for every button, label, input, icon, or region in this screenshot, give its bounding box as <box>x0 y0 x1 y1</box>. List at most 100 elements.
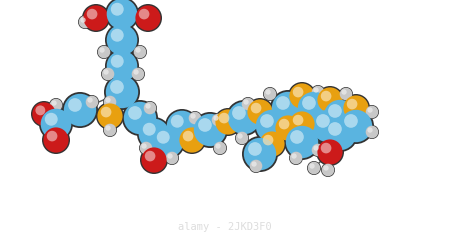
Circle shape <box>214 108 242 136</box>
Circle shape <box>139 9 149 19</box>
Circle shape <box>62 92 98 128</box>
Circle shape <box>250 160 262 172</box>
Circle shape <box>241 97 255 111</box>
Text: alamy - 2JKD3F0: alamy - 2JKD3F0 <box>178 222 272 232</box>
Circle shape <box>105 0 139 31</box>
Circle shape <box>111 29 124 42</box>
Circle shape <box>272 92 304 124</box>
Circle shape <box>322 164 334 176</box>
Circle shape <box>256 110 288 142</box>
Circle shape <box>288 110 316 138</box>
Circle shape <box>298 92 330 124</box>
Circle shape <box>313 145 319 151</box>
Circle shape <box>64 94 96 126</box>
Circle shape <box>103 95 117 109</box>
Circle shape <box>339 87 353 101</box>
Circle shape <box>171 115 184 128</box>
Circle shape <box>259 132 284 156</box>
Circle shape <box>219 113 230 123</box>
Circle shape <box>264 88 276 100</box>
Circle shape <box>328 122 342 136</box>
Circle shape <box>289 111 315 137</box>
Circle shape <box>251 103 261 113</box>
Circle shape <box>274 114 302 142</box>
Circle shape <box>105 23 139 57</box>
Circle shape <box>140 142 152 154</box>
Circle shape <box>153 127 183 157</box>
Circle shape <box>141 147 166 173</box>
Circle shape <box>288 82 316 110</box>
Circle shape <box>49 98 63 112</box>
Circle shape <box>110 80 124 94</box>
Circle shape <box>78 15 92 29</box>
Circle shape <box>292 153 297 159</box>
Circle shape <box>183 131 194 141</box>
Circle shape <box>32 102 56 126</box>
Circle shape <box>144 102 156 114</box>
Circle shape <box>85 95 99 109</box>
Circle shape <box>31 101 57 127</box>
Circle shape <box>324 118 356 150</box>
Circle shape <box>51 100 57 106</box>
Circle shape <box>293 87 303 97</box>
Circle shape <box>42 126 70 154</box>
Circle shape <box>252 161 256 167</box>
Circle shape <box>79 16 91 28</box>
Circle shape <box>249 159 263 173</box>
Circle shape <box>133 45 147 59</box>
Circle shape <box>151 125 185 159</box>
Circle shape <box>103 123 117 137</box>
Circle shape <box>296 90 332 126</box>
Circle shape <box>316 86 344 114</box>
Circle shape <box>289 151 303 165</box>
Circle shape <box>139 141 153 155</box>
Circle shape <box>275 115 301 141</box>
Circle shape <box>260 114 274 128</box>
Circle shape <box>242 98 254 110</box>
Circle shape <box>198 118 212 132</box>
Circle shape <box>226 100 262 136</box>
Circle shape <box>188 111 202 125</box>
Circle shape <box>128 106 142 120</box>
Circle shape <box>178 126 206 154</box>
Circle shape <box>139 119 169 149</box>
Circle shape <box>365 125 379 139</box>
Circle shape <box>254 108 290 144</box>
Circle shape <box>321 143 331 153</box>
Circle shape <box>366 126 378 138</box>
Circle shape <box>141 143 147 149</box>
Circle shape <box>232 106 246 120</box>
Circle shape <box>307 161 321 175</box>
Circle shape <box>107 0 137 29</box>
Circle shape <box>50 99 62 111</box>
Circle shape <box>340 88 352 100</box>
Circle shape <box>83 6 108 30</box>
Circle shape <box>106 76 138 108</box>
Circle shape <box>312 144 324 156</box>
Circle shape <box>192 112 228 148</box>
Circle shape <box>213 115 219 121</box>
Circle shape <box>324 165 328 171</box>
Circle shape <box>101 67 115 81</box>
Circle shape <box>104 124 116 136</box>
Circle shape <box>243 99 249 105</box>
Circle shape <box>322 98 358 134</box>
Circle shape <box>81 17 86 23</box>
Circle shape <box>87 97 93 103</box>
Circle shape <box>131 67 145 81</box>
Circle shape <box>302 96 316 110</box>
Circle shape <box>263 135 274 145</box>
Circle shape <box>311 143 325 157</box>
Circle shape <box>43 127 68 153</box>
Circle shape <box>214 142 226 154</box>
Circle shape <box>316 114 330 128</box>
Circle shape <box>165 109 199 143</box>
Circle shape <box>211 113 225 127</box>
Circle shape <box>101 107 112 117</box>
Circle shape <box>238 133 243 139</box>
Circle shape <box>312 86 324 98</box>
Circle shape <box>167 153 173 159</box>
Circle shape <box>86 96 98 108</box>
Circle shape <box>212 114 224 126</box>
Circle shape <box>180 127 205 153</box>
